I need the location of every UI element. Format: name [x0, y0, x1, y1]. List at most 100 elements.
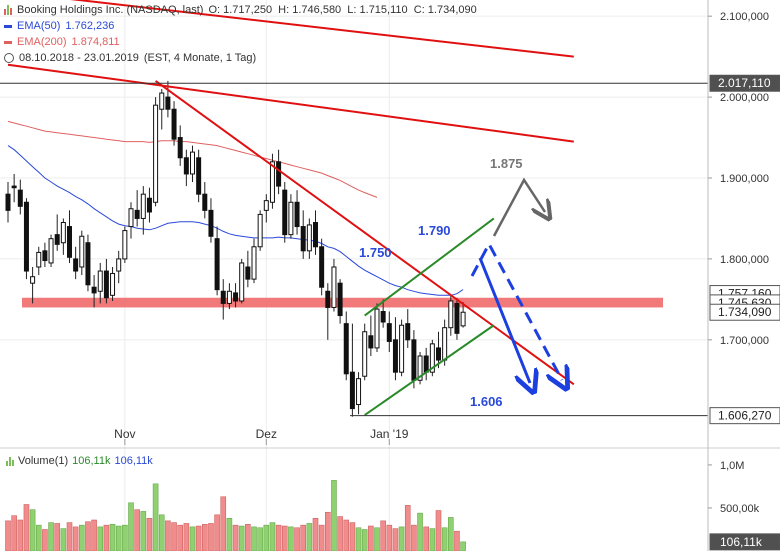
candle-body-down	[368, 335, 374, 349]
volume-bar	[306, 523, 313, 551]
volume-bar	[48, 522, 54, 551]
candle-body-up	[442, 327, 448, 361]
volume-bar	[318, 524, 325, 551]
legend-period-row: 08.10.2018 - 23.01.2019 (EST, 4 Monate, …	[4, 50, 477, 66]
volume-bar	[226, 517, 233, 551]
volume-bar	[361, 529, 368, 551]
candle-body-down	[405, 323, 411, 341]
candle-body-up	[362, 331, 368, 377]
candle-body-down	[85, 242, 91, 286]
candle-body-up	[48, 238, 54, 264]
volume-bar	[134, 509, 140, 551]
volume-bar	[72, 526, 79, 551]
volume-bar	[263, 524, 270, 551]
candle-body-up	[306, 224, 312, 252]
volume-bar	[245, 524, 251, 551]
candle-body-down	[196, 157, 202, 195]
ema200-swatch	[4, 40, 12, 44]
price-tick-label: 1.700,000	[720, 335, 769, 347]
candle-body-up	[30, 276, 36, 284]
trend-line-channel-upper	[364, 217, 495, 317]
candle-body-up	[399, 324, 405, 373]
candle-body-up	[140, 193, 146, 219]
volume-bar	[392, 528, 399, 551]
candle-body-down	[411, 339, 417, 381]
volume-bar	[115, 525, 122, 551]
candle-body-down	[146, 197, 152, 213]
candle-body-up	[159, 92, 165, 110]
candle-body-down	[392, 339, 398, 373]
volume-bar	[35, 524, 42, 551]
volume-bar	[324, 511, 331, 551]
price-badge-label: 1.606,270	[718, 409, 772, 423]
candle-body-up	[269, 161, 275, 203]
legend-ema50-row: EMA(50) 1.762,236	[4, 18, 477, 34]
volume-legend: Volume(1) 106,11k 106,11k	[6, 455, 153, 467]
candle-body-down	[17, 189, 23, 207]
volume-bar	[300, 524, 307, 551]
volume-bar	[5, 520, 11, 551]
price-badge	[709, 407, 780, 425]
annotation-label: 1.790	[418, 223, 451, 238]
candle-body-down	[282, 189, 288, 236]
volume-bar	[343, 519, 350, 551]
trend-line-middle-resistance	[7, 63, 574, 143]
candle-body-down	[337, 282, 343, 317]
period-detail: (EST, 4 Monate, 1 Tag)	[143, 52, 257, 64]
candle-body-down	[23, 201, 29, 272]
candle-body-down	[245, 266, 251, 280]
volume-bar	[435, 510, 442, 551]
clock-icon	[4, 53, 14, 63]
candle-body-up	[263, 200, 269, 211]
volume-bar	[79, 524, 85, 551]
volume-tick-label: 1,0M	[720, 460, 744, 472]
candle-body-down	[91, 286, 97, 294]
volume-bar	[238, 525, 245, 551]
volume-bar	[454, 530, 460, 551]
annotation-label: 1.750	[359, 245, 392, 260]
candle-body-down	[294, 201, 300, 228]
candle-body-down	[313, 222, 318, 248]
volume-bar	[208, 523, 214, 551]
candle-body-up	[257, 213, 263, 248]
volume-bar	[195, 525, 202, 551]
volume-bar	[11, 515, 17, 551]
volume-bar	[269, 522, 276, 551]
trend-line-upper-resistance	[69, 0, 574, 58]
volume-value-b: 106,11k	[114, 455, 153, 467]
price-tick-label: 2.100,000	[720, 11, 769, 23]
candle-body-down	[5, 193, 11, 211]
candle-body-down	[319, 246, 325, 288]
legend-instrument-row: Booking Holdings Inc. (NASDAQ, last) O: …	[4, 2, 477, 18]
candle-body-up	[331, 266, 337, 308]
volume-bar	[17, 519, 24, 551]
volume-bar	[257, 527, 263, 551]
legend-ema200-row: EMA(200) 1.874,811	[4, 34, 477, 50]
volume-icon	[6, 456, 14, 466]
volume-bar	[460, 541, 466, 551]
volume-bars-group	[5, 480, 466, 551]
candle-body-down	[220, 290, 226, 304]
instrument-icon	[4, 5, 12, 15]
candles-group	[5, 80, 466, 417]
volume-bar	[91, 519, 97, 551]
volume-bar	[189, 526, 196, 551]
volume-bar	[404, 505, 411, 551]
volume-bar	[146, 517, 153, 551]
ema50-line	[7, 145, 464, 296]
candle-body-up	[356, 378, 362, 406]
volume-bar	[374, 527, 380, 551]
candle-body-up	[417, 355, 423, 381]
volume-bar	[152, 483, 159, 551]
candle-body-up	[190, 151, 195, 175]
candle-body-up	[79, 235, 85, 268]
price-tick-label: 2.000,000	[720, 92, 769, 104]
volume-bar	[122, 524, 128, 551]
candle-body-down	[276, 161, 282, 187]
candle-body-down	[386, 323, 392, 342]
volume-bar	[42, 529, 48, 551]
candle-body-down	[202, 193, 208, 211]
candle-body-up	[226, 290, 232, 304]
candle-body-down	[423, 355, 429, 373]
